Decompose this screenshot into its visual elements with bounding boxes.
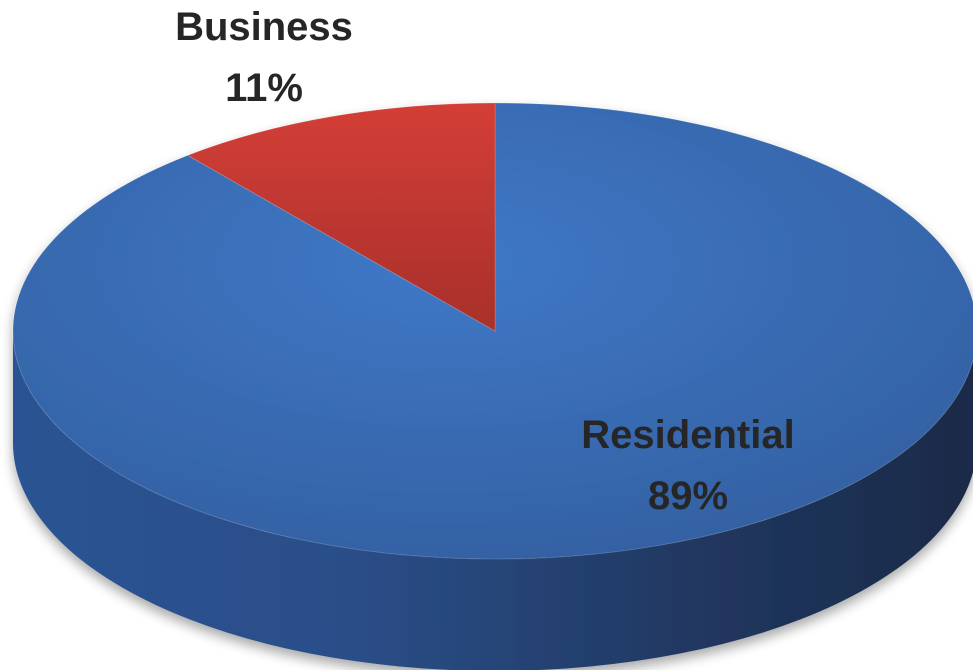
- slice-name-label-residential: Residential: [581, 413, 794, 457]
- slice-name-label-business: Business: [175, 5, 353, 49]
- pie-group: [12, 102, 973, 670]
- slice-percent-label-residential: 89%: [648, 474, 728, 518]
- pie-side-wall: [13, 331, 973, 670]
- pie-slice-business: [186, 102, 496, 332]
- pie-slice-residential: [12, 102, 973, 560]
- slice-percent-label-business: 11%: [225, 66, 303, 110]
